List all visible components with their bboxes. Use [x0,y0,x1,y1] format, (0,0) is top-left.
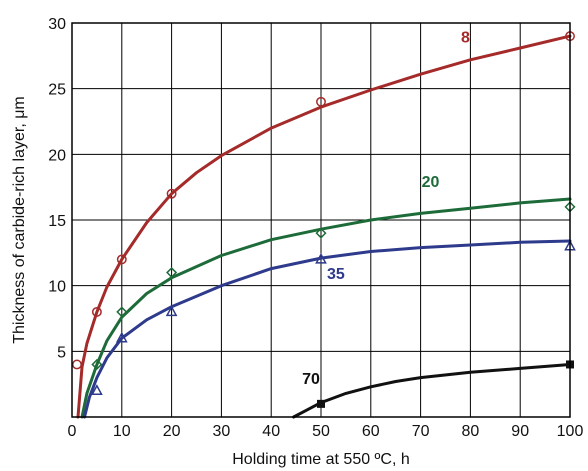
x-tick-label: 90 [511,423,529,440]
data-point-8 [72,359,82,370]
x-tick-label: 70 [412,423,430,440]
grid [72,23,570,417]
x-tick-label: 30 [213,423,231,440]
x-axis-title: Holding time at 550 ºC, h [232,451,410,468]
data-point-70 [317,399,325,408]
series-line-70 [292,363,572,419]
series-label-35: 35 [327,266,345,283]
y-tick-label: 5 [57,344,66,361]
plot-frame [71,22,571,418]
y-axis-title: Thickness of carbide-rich layer, μm [11,96,28,344]
series-labels: 8 20 35 70 [302,30,470,388]
series-line-20 [80,197,572,419]
data-point-35 [115,331,128,343]
x-tick-label: 100 [557,423,584,440]
y-tick-label: 30 [48,16,66,33]
series-label-20: 20 [422,174,440,191]
data-point-35 [315,252,327,264]
x-tick-label: 0 [68,423,77,440]
data-point-8 [91,306,102,317]
data-point-8 [116,254,127,265]
y-tick-label: 25 [48,82,66,99]
series-line-35 [83,239,572,419]
series-line-8 [76,34,572,419]
series-curves [76,34,572,419]
data-point-20 [166,266,178,279]
x-tick-label: 60 [362,423,380,440]
x-tick-label: 10 [113,423,131,440]
y-tick-label: 10 [48,279,66,296]
data-point-8 [166,188,177,199]
y-tick-label: 20 [48,147,66,164]
y-tick-label: 15 [48,213,66,230]
x-tick-label: 80 [462,423,480,440]
x-tick-label: 20 [163,423,181,440]
data-point-20 [315,227,327,239]
data-point-20 [116,306,128,318]
x-tick-label: 40 [262,423,280,440]
series-label-8: 8 [461,30,470,47]
x-tick-label: 50 [312,423,330,440]
data-point-35 [91,384,103,395]
series-label-70: 70 [302,371,320,388]
tick-labels: 0 10 20 30 40 50 60 70 80 90 100 5 10 15 20 25 30 [48,16,583,440]
data-point-8 [316,96,326,107]
data-point-35 [165,305,178,317]
data-point-20 [91,358,103,371]
